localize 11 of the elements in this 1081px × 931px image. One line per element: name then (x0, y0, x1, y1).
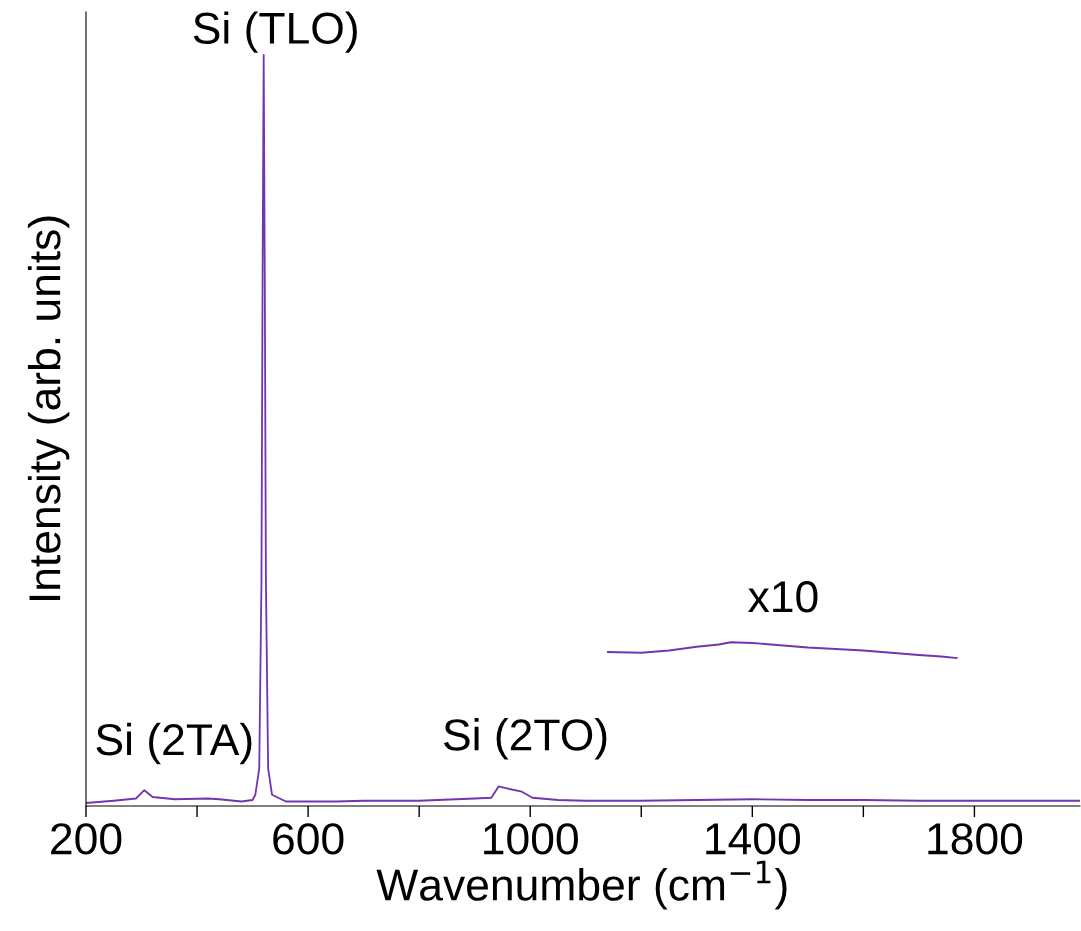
x-axis-title: Wavenumber (cm$^{−1}$) (376, 860, 787, 910)
annotation: Si (2TO) (444, 718, 607, 760)
annotation: Si (TLO) (193, 11, 357, 53)
x-tick-label: 200 (51, 823, 122, 855)
x-tick-label: 1400 (706, 823, 801, 855)
x-tick-label: 600 (273, 823, 344, 855)
annotation: Si (2TA) (96, 722, 252, 765)
x-tick-label: 1000 (484, 823, 578, 855)
annotation: x10 (748, 580, 818, 613)
y-axis-title: Intensity (arb. units) (27, 216, 70, 601)
x-tick-label: 1800 (928, 823, 1023, 855)
